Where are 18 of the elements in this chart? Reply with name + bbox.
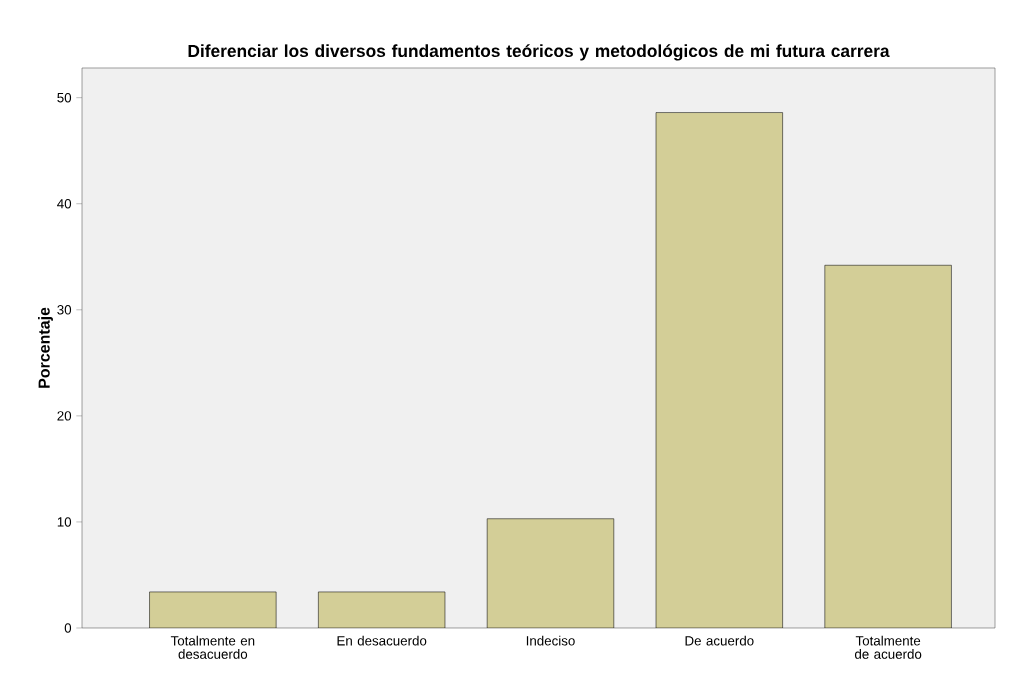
y-tick-label: 30 xyxy=(57,305,72,315)
x-tick-label: Indeciso xyxy=(526,635,575,646)
y-axis-title: Porcentaje xyxy=(38,307,53,388)
x-tick-label: Totalmente de acuerdo xyxy=(854,635,922,659)
y-tick-label: 0 xyxy=(64,623,72,633)
x-tick-label: En desacuerdo xyxy=(337,635,427,646)
chart-title: Diferenciar los diversos fundamentos teóricos y metodológicos de mi futura carrera xyxy=(188,44,890,61)
y-tick-label: 10 xyxy=(57,517,72,527)
bar xyxy=(318,591,446,628)
x-tick-label: De acuerdo xyxy=(685,635,754,646)
bar xyxy=(149,591,277,628)
y-tick-label: 40 xyxy=(57,199,72,209)
y-tick-label: 50 xyxy=(57,92,72,103)
bar xyxy=(486,518,615,628)
y-tick-label: 20 xyxy=(57,411,72,421)
bar xyxy=(655,112,783,628)
x-tick-label: Totalmente en desacuerdo xyxy=(170,635,255,659)
bar xyxy=(824,264,952,628)
